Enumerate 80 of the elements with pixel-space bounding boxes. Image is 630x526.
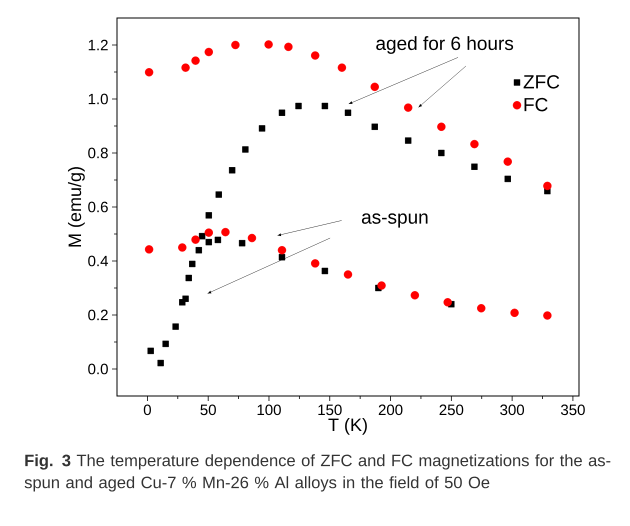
point [264,40,273,49]
y-tick-label: 1.2 [88,40,108,50]
point [204,48,213,56]
x-tick-label: 300 [500,404,524,416]
point [404,103,412,112]
point [228,167,236,174]
point [470,140,479,148]
point [248,234,256,242]
point [179,299,186,306]
point [404,137,412,144]
point [471,164,478,170]
point [206,238,212,246]
point [231,40,240,50]
point [278,246,286,254]
point [284,42,293,52]
point [172,323,179,330]
point [144,245,154,254]
point [372,124,378,130]
point [144,68,154,76]
text: Fig. 3 The temperature dependence of ZFC and FC magnetizations for the as-spun and aged Cu-7 % Mn-26 % Al alloys in the field of 50 Oe [24,454,610,492]
y-tick-label: 1.0 [88,94,108,104]
legend-label: ZFC [524,75,560,89]
point [344,110,352,116]
point [438,150,445,156]
point [186,274,192,282]
point [338,63,346,72]
point [214,236,222,244]
legend-label: FC [524,98,548,112]
point [377,281,386,290]
point [189,260,196,268]
x-tick-label: 50 [200,404,216,416]
point [477,304,486,312]
point [191,235,200,244]
point [322,268,328,274]
point [196,246,202,254]
y-axis-title: M (emu/g) [68,167,85,247]
point [410,291,420,300]
x-tick-label: 100 [258,404,281,416]
annotation: aged for 6 hours [376,36,514,54]
point [437,122,446,131]
y-tick-label: 0.4 [88,256,108,266]
point [543,311,552,320]
point [238,240,246,246]
y-tick-label: 0.6 [88,202,108,212]
x-tick-label: 250 [440,404,464,416]
point [295,102,302,110]
point [242,146,249,153]
point [181,63,190,72]
point [191,56,200,65]
x-tick-label: 150 [318,404,342,416]
point [322,102,328,110]
y-tick-label: 0.2 [88,310,108,320]
point [443,298,452,306]
point [370,82,379,92]
x-axis-title: T (K) [328,418,367,435]
point [198,232,206,240]
x-tick-label: 200 [378,404,402,416]
y-tick-label: 0.8 [88,148,108,158]
point [310,259,320,268]
point [543,182,552,190]
point [510,308,519,318]
point [147,348,154,354]
x-tick-label: 0 [144,404,151,416]
point [278,110,286,116]
point [258,125,266,132]
x-tick-label: 350 [560,404,585,416]
point [162,340,169,348]
point [206,212,212,219]
annotation: as-spun [362,213,428,228]
y-tick-label: 0.0 [88,364,108,374]
point [157,360,164,366]
point [178,243,186,252]
point [278,254,286,260]
point [310,51,320,60]
point [221,228,230,236]
point [504,157,512,166]
point [344,270,352,279]
point [216,191,222,198]
point [504,176,511,182]
point [204,228,213,237]
